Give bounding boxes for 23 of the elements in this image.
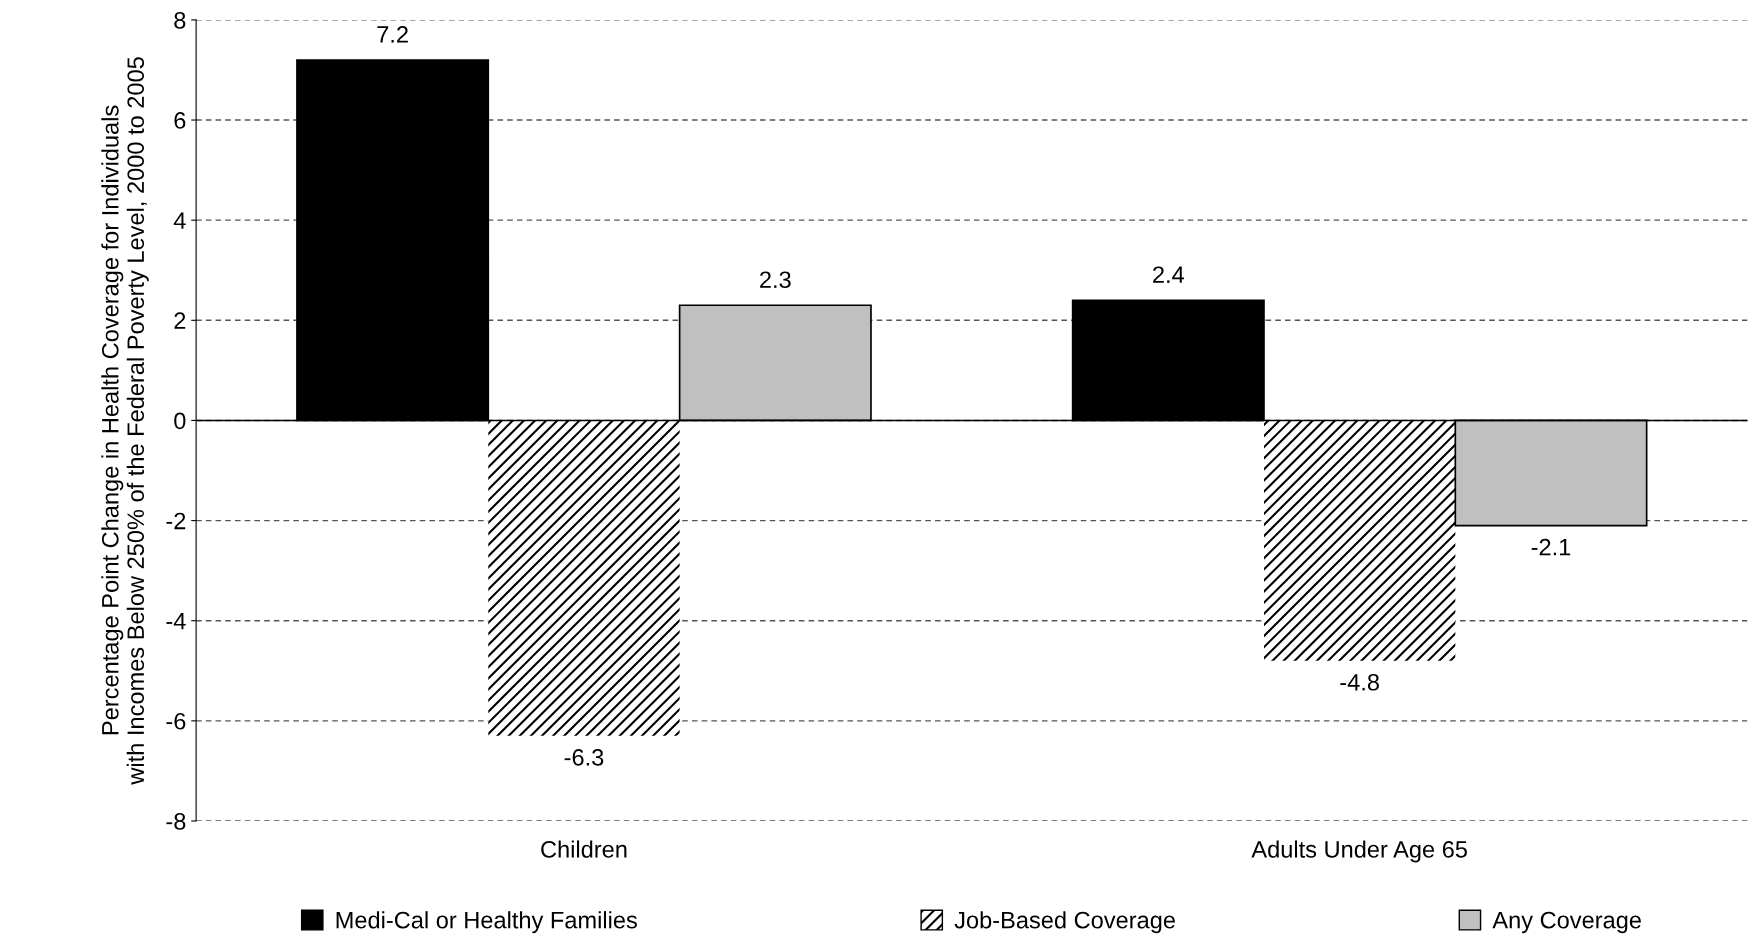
y-tick-label: 2 (174, 312, 186, 329)
y-tick-label: 8 (174, 11, 186, 29)
y-tick-label: 6 (174, 112, 186, 129)
data-label: -6.3 (564, 749, 604, 766)
x-tick-label: Adults Under Age 65 (1251, 840, 1467, 863)
data-label: -2.1 (1531, 538, 1571, 556)
data-label: 2.3 (760, 271, 791, 289)
data-label: -4.8 (1340, 673, 1379, 691)
bar (1263, 420, 1456, 661)
y-tick-label: -4 (166, 613, 186, 630)
legend-label: Any Coverage (1492, 911, 1641, 934)
x-tick-label: Children (541, 840, 627, 858)
bar (488, 420, 680, 736)
y-tick-label: -6 (166, 712, 186, 730)
y-tick-label: 0 (174, 412, 186, 430)
legend-label: Medi-Cal or Healthy Families (336, 911, 637, 934)
data-label: 2.4 (1153, 266, 1185, 283)
y-tick-label: -8 (166, 813, 186, 830)
y-axis-title: Percentage Point Change in Health Coverage for Individuals with Incomes Below 250% of the Federal Poverty Level, 2000 to 2005 (101, 57, 149, 785)
legend-label: Job-Based Coverage (954, 911, 1175, 934)
y-tick-label: 4 (173, 212, 186, 229)
data-label: 7.2 (377, 26, 408, 43)
y-tick-label: -2 (166, 512, 186, 530)
